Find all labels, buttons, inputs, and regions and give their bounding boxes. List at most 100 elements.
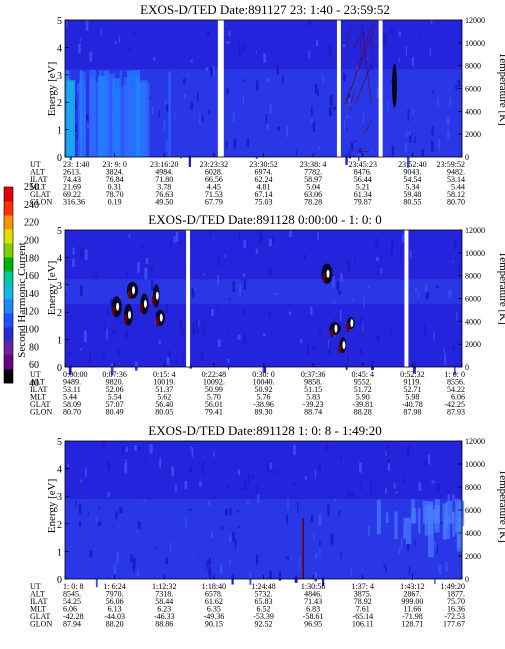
ephemeris-value: 89.30: [255, 408, 273, 417]
texture-strip: [348, 97, 352, 107]
texture-strip: [313, 534, 315, 541]
texture-strip: [113, 563, 117, 574]
texture-strip: [265, 114, 268, 126]
ephemeris-value: 54.25: [63, 597, 81, 606]
y-tick-label: 3: [57, 71, 62, 82]
texture-strip: [189, 363, 192, 369]
texture-strip: [243, 335, 246, 346]
texture-strip: [315, 553, 318, 559]
bright-fill: [103, 70, 110, 157]
texture-strip: [83, 330, 87, 343]
texture-strip: [199, 481, 202, 487]
ephemeris-value: -40.78: [402, 400, 423, 409]
texture-strip: [125, 330, 129, 340]
texture-strip: [151, 106, 154, 114]
texture-strip: [136, 569, 140, 576]
texture-strip: [211, 309, 214, 317]
texture-strip: [409, 132, 412, 143]
y-tick-label: 5: [57, 437, 62, 448]
texture-strip: [163, 119, 166, 131]
colorbar-tick-label: 140: [24, 289, 39, 300]
colorbar-swatch: [4, 285, 13, 300]
texture-strip: [242, 95, 244, 105]
texture-strip: [405, 517, 412, 544]
texture-strip: [282, 75, 284, 84]
texture-strip: [405, 46, 408, 56]
texture-strip: [338, 290, 342, 295]
texture-strip: [304, 476, 307, 480]
ephemeris-value: 5.70: [207, 393, 221, 402]
texture-strip: [340, 551, 342, 559]
texture-strip: [314, 572, 318, 582]
texture-strip: [456, 311, 458, 320]
texture-strip: [443, 348, 445, 353]
colorbar: 40 60 80 100 120 140 160 180 200 220 240 250: [3, 182, 39, 389]
ephemeris-row-label: ILAT: [30, 597, 47, 606]
ephemeris-value: 0.31: [108, 183, 122, 192]
ephemeris-value: 9552.: [354, 378, 372, 387]
ephemeris-value: 80.70: [447, 198, 465, 207]
texture-strip: [248, 474, 250, 485]
ephemeris-value: 21.69: [63, 183, 81, 192]
texture-strip: [166, 357, 170, 365]
texture-strip: [232, 532, 235, 542]
texture-strip: [164, 100, 167, 106]
texture-strip: [411, 57, 414, 66]
texture-strip: [114, 41, 117, 44]
texture-strip: [188, 155, 192, 167]
ephemeris-row-label: GLAT: [30, 400, 51, 409]
texture-strip: [149, 444, 153, 454]
texture-strip: [447, 493, 450, 503]
colorbar-swatch: [4, 201, 13, 216]
colorbar-tick-label: 80: [29, 342, 39, 353]
ephemeris-value: 4984.: [155, 168, 173, 177]
texture-strip: [447, 500, 453, 524]
texture-strip: [190, 446, 192, 449]
texture-strip: [429, 47, 431, 56]
texture-strip: [425, 285, 428, 294]
texture-strip: [345, 261, 349, 264]
ephemeris-row-label: MLT: [30, 393, 46, 402]
texture-strip: [95, 516, 97, 523]
texture-strip: [329, 106, 332, 116]
texture-strip: [342, 43, 346, 48]
texture-strip: [255, 80, 259, 91]
ephemeris-value: 5.54: [108, 393, 122, 402]
ephemeris-row-label: UT: [30, 160, 41, 169]
texture-strip: [237, 37, 240, 49]
texture-strip: [189, 465, 192, 473]
panel-title: EXOS-D/TED Date:891128 1: 0: 8 - 1:49:20: [148, 423, 382, 438]
ephemeris-value: 80.05: [155, 408, 173, 417]
texture-strip: [297, 501, 299, 513]
trace-line: [361, 24, 372, 106]
ephemeris-value: 5732.: [255, 590, 273, 599]
spectrogram-panel-1: EXOS-D/TED Date:891127 23: 1:40 - 23:59:…: [30, 2, 505, 207]
texture-strip: [138, 446, 141, 451]
y-tick-label: 2: [57, 520, 62, 531]
texture-strip: [174, 112, 176, 120]
ephemeris-value: 49.50: [155, 198, 173, 207]
texture-strip: [236, 510, 239, 513]
ephemeris-row-label: GLON: [30, 198, 52, 207]
texture-strip: [78, 43, 81, 54]
texture-strip: [98, 506, 100, 511]
y2-tick-label: 4000: [465, 107, 481, 116]
colorbar-swatch: [4, 215, 13, 230]
texture-strip: [310, 118, 314, 123]
texture-strip: [348, 150, 351, 159]
y2-tick-label: 4000: [465, 317, 481, 326]
texture-strip: [311, 106, 313, 117]
ephemeris-row-label: ALT: [30, 378, 45, 387]
texture-strip: [184, 480, 188, 490]
texture-strip: [316, 39, 319, 47]
trace-line: [371, 22, 373, 54]
texture-strip: [124, 462, 128, 474]
ephemeris-value: 75.70: [447, 597, 465, 606]
texture-strip: [456, 505, 459, 530]
texture-strip: [89, 352, 92, 364]
texture-strip: [289, 311, 292, 316]
texture-strip: [454, 364, 456, 376]
colorbar-tick-label: 180: [24, 253, 39, 264]
texture-strip: [79, 521, 81, 527]
texture-strip: [346, 355, 349, 363]
